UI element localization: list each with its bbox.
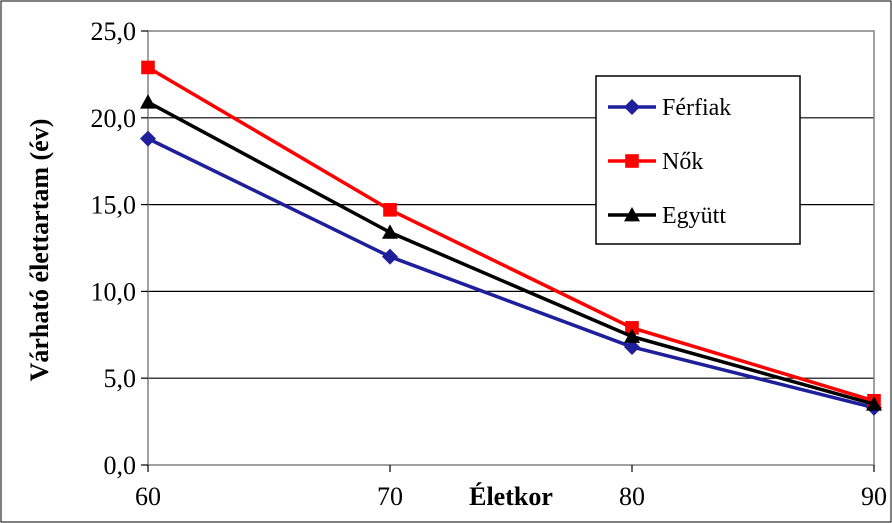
series-line	[147, 137, 875, 410]
data-point	[140, 94, 156, 109]
y-axis-title: Várható élettartam (év)	[25, 119, 54, 382]
data-point	[625, 321, 639, 335]
data-point	[141, 60, 155, 75]
y-tick-label: 5,0	[104, 364, 137, 393]
data-point	[382, 248, 398, 265]
legend: Férfiak Nők Együtt	[595, 75, 801, 245]
x-tick-label: 60	[135, 482, 161, 511]
plot-area	[147, 30, 875, 466]
x-axis-ticks: 60 70 80 90	[135, 465, 887, 511]
x-tick-label: 70	[377, 482, 403, 511]
y-tick-label: 15,0	[91, 191, 137, 220]
data-point	[866, 396, 882, 411]
legend-label: Férfiak	[662, 95, 731, 121]
legend-item: Együtt	[608, 203, 726, 229]
y-tick-label: 20,0	[91, 104, 137, 133]
x-tick-label: 90	[861, 482, 887, 511]
data-point	[624, 338, 640, 355]
x-tick-label: 80	[619, 482, 645, 511]
data-point	[383, 203, 397, 217]
data-point	[140, 130, 156, 147]
data-point	[382, 224, 398, 239]
legend-marker	[624, 99, 640, 115]
data-point	[624, 328, 640, 343]
y-tick-label: 0,0	[104, 451, 137, 480]
legend-marker	[625, 154, 639, 168]
series-lines	[140, 60, 882, 416]
legend-marker	[624, 207, 640, 222]
series-line	[147, 65, 875, 403]
legend-label: Együtt	[662, 203, 726, 229]
x-axis-title: Életkor	[469, 482, 553, 511]
legend-label: Nők	[662, 149, 703, 175]
legend-item: Nők	[608, 149, 703, 175]
y-tick-label: 25,0	[91, 17, 137, 46]
y-axis-ticks: 0,0 5,0 10,0 15,0 20,0 25,0	[91, 17, 148, 480]
series-line	[147, 100, 875, 406]
y-tick-label: 10,0	[91, 277, 137, 306]
legend-item: Férfiak	[608, 95, 731, 121]
